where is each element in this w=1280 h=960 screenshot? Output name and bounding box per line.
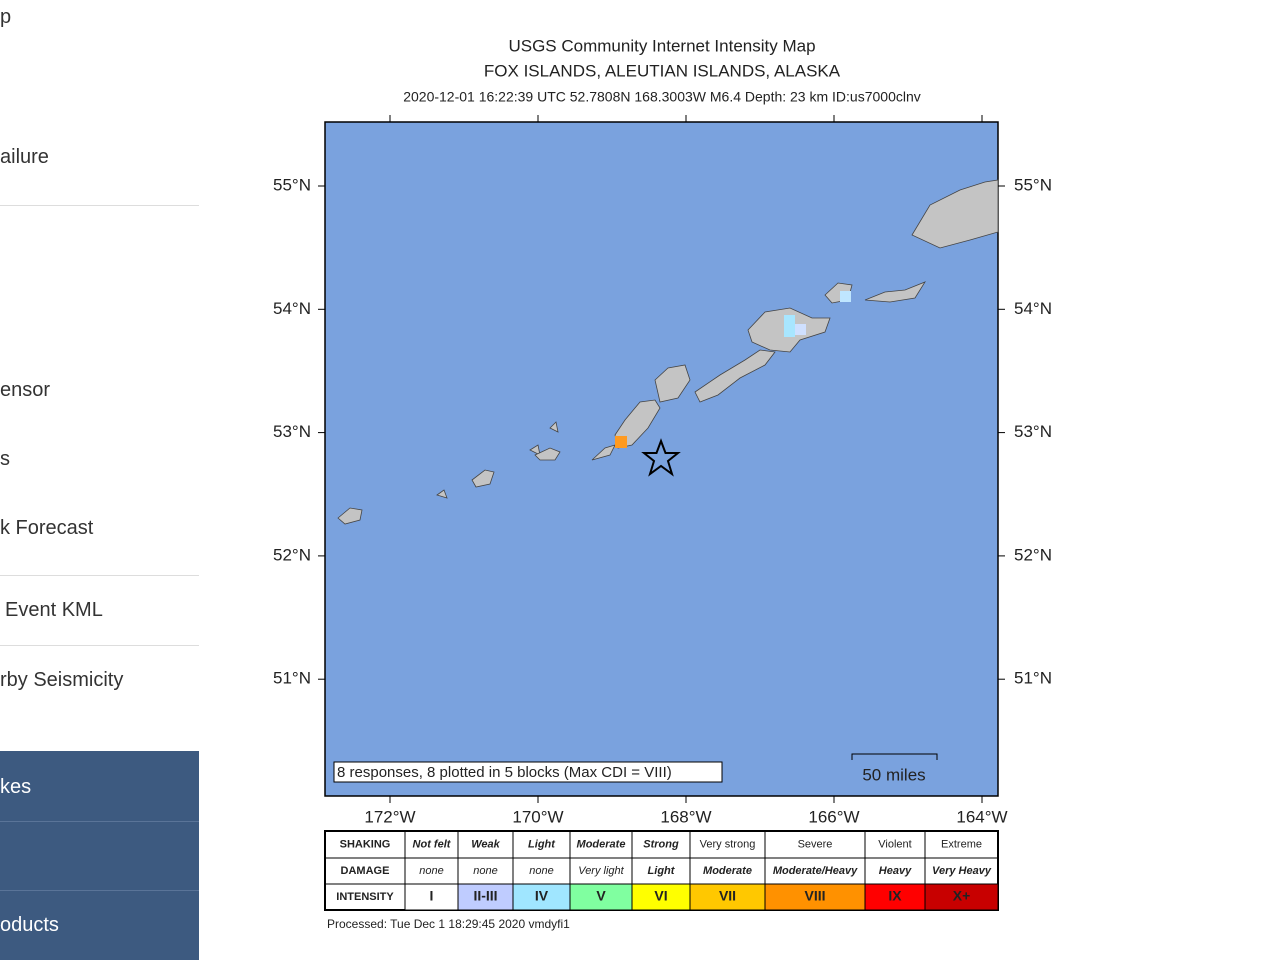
lon-label: 170°W [512,807,563,826]
lat-label: 54°N [273,299,311,318]
legend-row-header: INTENSITY [336,891,394,903]
legend-cell: Weak [471,838,500,850]
lon-label: 166°W [808,807,859,826]
legend-cell: Strong [643,838,679,850]
sidebar-link[interactable]: p [0,6,12,28]
legend-cell: Very Heavy [932,865,992,877]
separator [0,205,199,206]
legend-cell: Violent [878,838,911,850]
legend-cell: Severe [798,838,833,850]
sidebar-link[interactable]: Event KML [5,599,103,621]
sidebar-dark-section: kes oducts [0,751,199,960]
response-block [784,315,795,326]
lon-label: 172°W [364,807,415,826]
legend-cell: Not felt [413,838,452,850]
legend-cell: VIII [804,888,825,904]
sidebar: kes oducts p ailure ensor s k Forecast Event K… [0,0,199,960]
separator [0,575,199,576]
event-info: 2020-12-01 16:22:39 UTC 52.7808N 168.300… [403,89,921,105]
scale-bar [851,753,938,760]
lon-label: 168°W [660,807,711,826]
lat-label-right: 53°N [1014,422,1052,441]
map-subtitle: FOX ISLANDS, ALEUTIAN ISLANDS, ALASKA [484,61,841,80]
legend-cell: VII [719,888,736,904]
response-blocks [615,291,851,448]
intensity-swatch [865,884,925,910]
legend-cell: Very light [578,865,624,877]
response-block [784,326,795,337]
lat-label-right: 52°N [1014,545,1052,564]
lat-label: 55°N [273,175,311,194]
intensity-swatch [632,884,690,910]
scale-label: 50 miles [862,765,925,784]
intensity-swatch [405,884,458,910]
legend-cell: I [430,888,434,904]
legend-row-header: SHAKING [340,838,391,850]
legend-cell: Moderate [703,865,752,877]
lat-label: 51°N [273,669,311,688]
lon-label: 164°W [956,807,1007,826]
legend-cell: VI [654,888,667,904]
lat-label-right: 54°N [1014,299,1052,318]
legend-cell: V [596,888,606,904]
responses-box [333,761,723,783]
processed-text: Processed: Tue Dec 1 18:29:45 2020 vmdyf… [327,917,570,931]
legend-cell: X+ [953,888,971,904]
intensity-legend: SHAKING Not felt Weak Light Moderate Strong Ve… [324,830,999,911]
epicenter-star [641,438,681,477]
intensity-swatch [513,884,570,910]
map-frame [324,121,999,797]
sidebar-link[interactable]: kes [0,776,32,798]
sidebar-link[interactable]: ensor [0,379,51,401]
lat-label: 52°N [273,545,311,564]
legend-cell: none [473,865,497,877]
legend-cell: none [529,865,553,877]
separator [0,645,199,646]
lat-label: 53°N [273,422,311,441]
responses-text: 8 responses, 8 plotted in 5 blocks (Max … [337,764,672,781]
legend-cell: Moderate/Heavy [773,865,858,877]
intensity-swatch [925,884,998,910]
intensity-swatch [690,884,765,910]
legend-cell: IX [888,888,902,904]
intensity-swatch [765,884,865,910]
legend-cell: Very strong [700,838,756,850]
legend-cell: Extreme [941,838,982,850]
response-block [840,291,851,302]
separator [0,821,199,822]
legend-cell: IV [535,888,549,904]
lat-label-right: 51°N [1014,669,1052,688]
sidebar-link[interactable]: oducts [0,914,59,936]
intensity-swatch [570,884,632,910]
legend-cell: Heavy [879,865,912,877]
legend-row-header: DAMAGE [341,865,390,877]
separator [0,890,199,891]
sidebar-link[interactable]: s [0,448,10,470]
sidebar-link[interactable]: rby Seismicity [0,669,124,691]
lat-label-right: 55°N [1014,175,1052,194]
response-block [795,324,806,335]
sidebar-link[interactable]: k Forecast [0,517,94,539]
intensity-swatch [458,884,513,910]
legend-cell: II-III [473,888,497,904]
response-block [615,436,627,448]
legend-cell: Light [528,838,556,850]
sidebar-link[interactable]: ailure [0,146,49,168]
legend-cell: none [419,865,443,877]
map-title: USGS Community Internet Intensity Map [508,36,815,55]
legend-cell: Light [648,865,676,877]
legend-cell: Moderate [577,838,626,850]
